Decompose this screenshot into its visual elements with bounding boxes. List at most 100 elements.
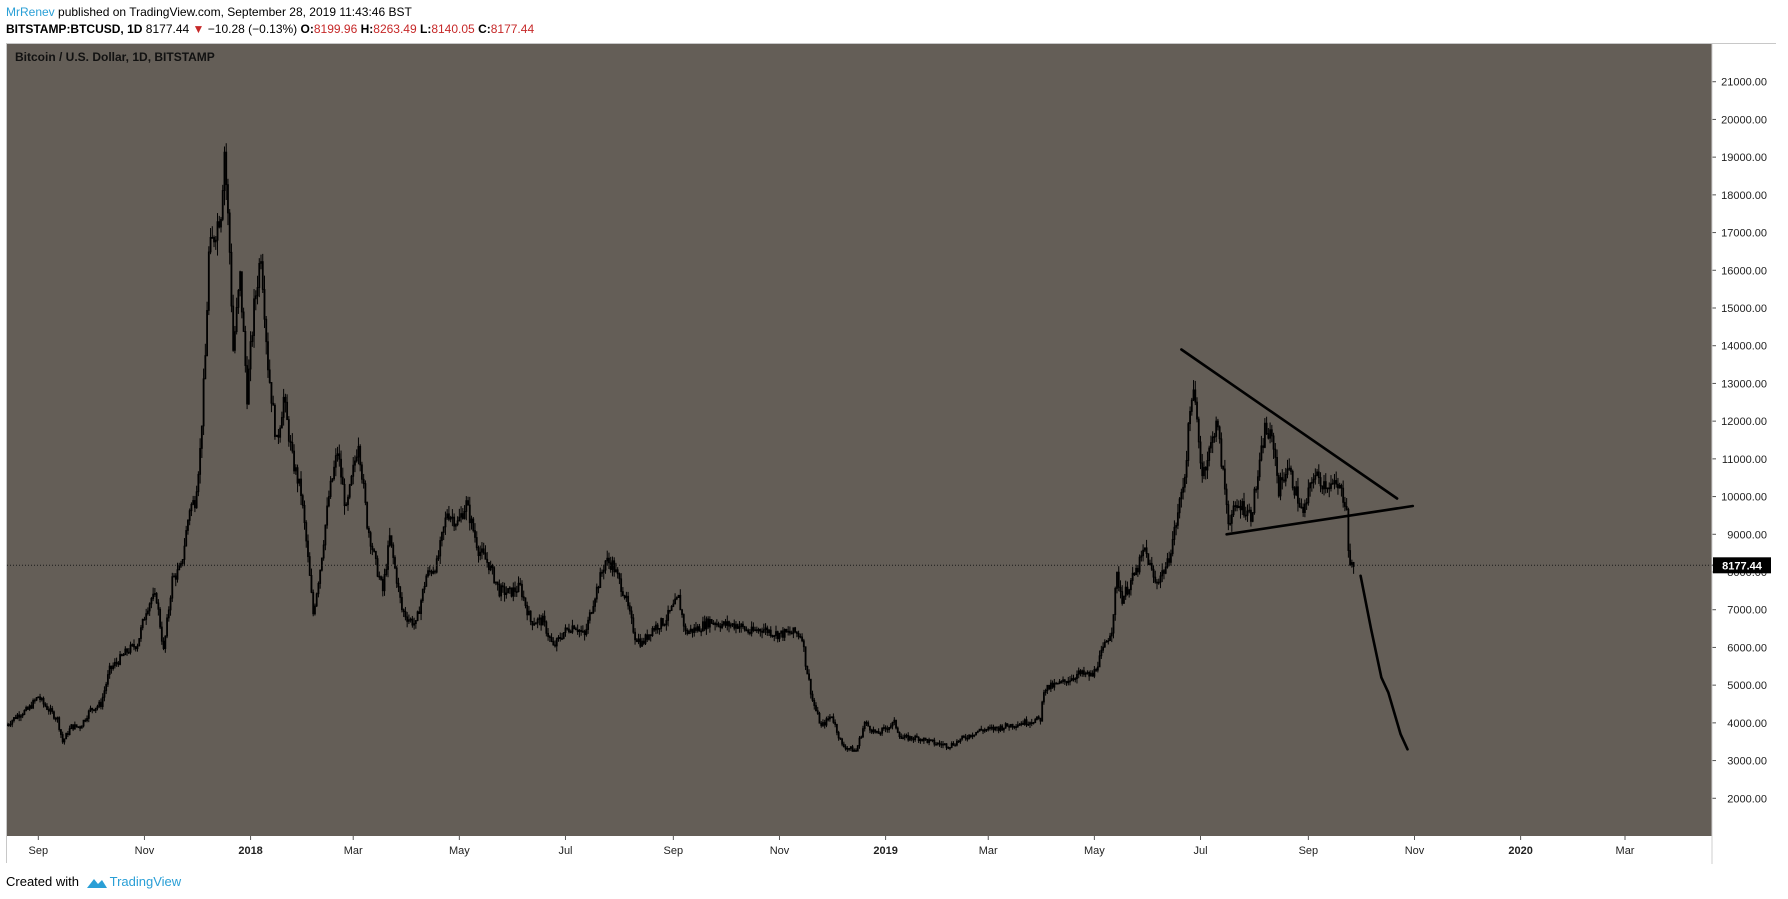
candle-body [1208, 447, 1211, 461]
candle-body [197, 473, 200, 493]
candle-body [406, 616, 409, 622]
candle-body [366, 502, 369, 529]
chart-frame[interactable]: 2000.00 3000.00 4000.00 5000.00 6000.00 7000.… [6, 43, 1777, 864]
candle-body [430, 571, 433, 574]
candle-body [1011, 723, 1014, 728]
candle-body [722, 621, 725, 625]
candle-body [1100, 649, 1103, 657]
candle-body [625, 595, 628, 599]
candle-body [183, 545, 186, 560]
candle-body [378, 575, 381, 578]
candle-body [467, 500, 469, 506]
candle-body [1284, 474, 1287, 482]
candle-body [1105, 640, 1108, 643]
x-tick-label: 2018 [238, 845, 262, 857]
candle-body [757, 628, 760, 632]
candle-body [115, 661, 118, 664]
candle-body [884, 727, 887, 730]
candle-body [263, 289, 266, 320]
candle-body [945, 743, 948, 748]
candle-body [637, 638, 640, 643]
candle-body [1086, 672, 1089, 674]
tradingview-link[interactable]: TradingView [109, 874, 182, 889]
candle-body [620, 578, 623, 592]
candle-body [1232, 505, 1235, 516]
candle-body [367, 527, 370, 534]
candle-body [1300, 506, 1303, 509]
candle-body [1069, 680, 1071, 683]
candle-body [233, 331, 236, 351]
candle-body [715, 623, 718, 626]
candle-body [973, 734, 976, 737]
candle-body [279, 427, 282, 438]
candle-body [21, 714, 24, 717]
candle-body [616, 569, 619, 575]
candle-body [100, 701, 102, 707]
candle-body [488, 562, 490, 571]
candle-body [221, 190, 224, 220]
candle-body [320, 557, 323, 571]
high-value: 8263.49 [373, 22, 417, 36]
candle-body [1326, 487, 1329, 490]
time-axis-background[interactable] [7, 836, 1712, 864]
candle-body [712, 622, 715, 625]
candle-body [742, 623, 744, 628]
candle-body [1037, 716, 1040, 719]
price-chart[interactable]: 2000.00 3000.00 4000.00 5000.00 6000.00 7000.… [7, 44, 1777, 864]
candle-body [93, 709, 95, 712]
candle-body [418, 611, 421, 615]
candle-body [1117, 571, 1120, 588]
candle-body [1210, 442, 1212, 449]
candle-body [376, 558, 379, 577]
candle-body [1347, 508, 1350, 551]
candle-body [1229, 522, 1231, 525]
candle-body [996, 726, 998, 729]
time-axis: Sep Nov 2018 Mar May Jul Sep Nov 2019 Mar May Jul Se… [29, 836, 1635, 857]
candle-body [1079, 670, 1082, 675]
candle-body [688, 630, 690, 635]
candle-body [1119, 586, 1122, 592]
open-value: 8199.96 [313, 22, 358, 36]
candle-body [1175, 524, 1178, 528]
candle-body [18, 714, 21, 718]
candle-body [1025, 719, 1028, 725]
candle-body [787, 630, 790, 633]
candle-body [143, 618, 146, 621]
candle-body [602, 569, 605, 573]
candle-body [305, 522, 308, 542]
candle-body [51, 708, 54, 713]
candle-body [1309, 482, 1312, 489]
candle-body [903, 735, 906, 739]
candle-body [260, 261, 262, 264]
candle-body [202, 378, 205, 427]
candle-body [1121, 591, 1124, 604]
candle-body [691, 628, 694, 633]
candle-body [244, 331, 247, 366]
candle-body [736, 624, 739, 629]
candle-body [661, 618, 664, 626]
last-price-tag: 8177.44 [1712, 557, 1771, 574]
candle-body [307, 540, 309, 558]
candle-body [124, 648, 127, 656]
candle-body [747, 629, 750, 633]
candle-body [731, 623, 734, 626]
close-value: 8177.44 [490, 22, 535, 36]
price-axis-background[interactable] [1712, 44, 1777, 864]
candle-body [1337, 483, 1339, 489]
candle-body [1077, 670, 1080, 675]
candle-body [1185, 460, 1188, 478]
candle-body [574, 628, 577, 631]
candle-body [929, 739, 932, 742]
candle-body [729, 624, 732, 627]
candle-body [498, 583, 501, 597]
candle-body [630, 610, 633, 619]
author-link[interactable]: MrRenev [6, 5, 55, 19]
candle-body [503, 586, 506, 595]
candle-body [1015, 726, 1018, 728]
candle-body [1293, 487, 1296, 496]
candle-body [562, 632, 565, 639]
candle-body [343, 483, 346, 507]
candle-body [359, 445, 362, 466]
candle-body [891, 721, 894, 727]
candle-body [267, 341, 269, 371]
